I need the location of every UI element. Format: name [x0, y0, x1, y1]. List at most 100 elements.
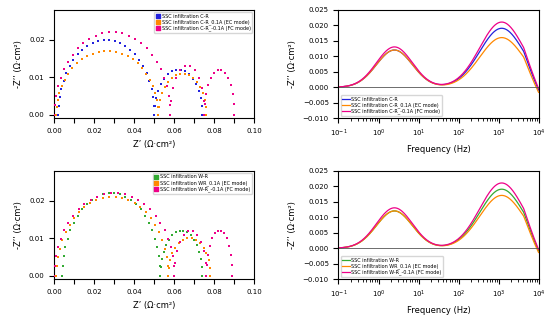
Point — [171, 260, 180, 265]
Point — [230, 112, 239, 117]
Point — [184, 72, 193, 77]
X-axis label: Frequency (Hz): Frequency (Hz) — [407, 306, 471, 315]
Point — [202, 104, 211, 109]
Point — [145, 220, 153, 225]
Point — [116, 40, 125, 45]
Point — [146, 216, 155, 221]
Point — [206, 265, 214, 270]
Point — [118, 31, 127, 36]
Point — [54, 112, 63, 117]
Point — [210, 70, 219, 75]
Point — [55, 246, 64, 251]
Point — [193, 79, 201, 84]
Point — [164, 93, 173, 98]
Point — [196, 240, 205, 246]
Point — [159, 76, 168, 81]
Point — [74, 207, 83, 212]
Point — [159, 249, 168, 255]
Point — [62, 71, 71, 76]
Point — [50, 273, 59, 278]
Point — [156, 263, 164, 268]
Point — [164, 237, 173, 242]
Point — [193, 232, 201, 237]
Point — [94, 38, 102, 43]
Point — [112, 30, 120, 35]
X-axis label: Frequency (Hz): Frequency (Hz) — [407, 145, 471, 154]
Point — [142, 71, 151, 76]
Point — [197, 104, 206, 109]
Point — [222, 236, 231, 241]
Point — [52, 264, 61, 269]
Point — [89, 51, 97, 56]
Point — [58, 273, 67, 278]
Point — [83, 54, 91, 59]
Point — [202, 262, 211, 267]
Point — [150, 112, 159, 117]
Point — [104, 191, 113, 196]
Y-axis label: -Z’’ (Ω·cm²): -Z’’ (Ω·cm²) — [14, 40, 23, 88]
Point — [78, 207, 86, 212]
Point — [196, 84, 205, 89]
Point — [58, 238, 67, 243]
Point — [98, 192, 107, 197]
Point — [202, 91, 211, 96]
Point — [143, 46, 151, 51]
Point — [98, 31, 107, 36]
Legend: SSC infiltration W-R, SSC infiltration WR_0.1A (EC mode), SSC infiltration W-R_-: SSC infiltration W-R, SSC infiltration W… — [152, 173, 252, 194]
Point — [163, 72, 172, 77]
Point — [92, 197, 101, 203]
Point — [121, 43, 130, 48]
Point — [150, 112, 159, 117]
Point — [112, 194, 120, 199]
Point — [118, 195, 127, 201]
Point — [138, 66, 147, 71]
Point — [168, 251, 177, 256]
Point — [172, 67, 181, 72]
Point — [171, 72, 180, 77]
Point — [198, 273, 207, 278]
Point — [70, 220, 78, 225]
Point — [98, 195, 107, 201]
Point — [158, 257, 166, 262]
Point — [134, 197, 143, 202]
Point — [200, 112, 209, 117]
Point — [151, 213, 160, 218]
Point — [151, 236, 159, 241]
Point — [145, 78, 153, 83]
Point — [171, 245, 180, 250]
Point — [160, 228, 169, 233]
Point — [152, 59, 161, 64]
Y-axis label: -Z’’ (Ω·cm²): -Z’’ (Ω·cm²) — [288, 201, 297, 249]
Point — [105, 37, 114, 42]
Point — [94, 49, 103, 54]
Point — [199, 90, 207, 95]
Point — [52, 105, 61, 110]
Point — [201, 101, 209, 106]
Point — [79, 41, 88, 46]
Point — [157, 67, 165, 72]
Y-axis label: -Z’’ (Ω·cm²): -Z’’ (Ω·cm²) — [14, 201, 23, 249]
Point — [149, 95, 158, 100]
Point — [53, 84, 62, 89]
Point — [178, 237, 187, 242]
Point — [158, 238, 167, 243]
Point — [154, 112, 163, 117]
Point — [133, 61, 142, 66]
Point — [158, 90, 166, 95]
Point — [160, 75, 169, 80]
Point — [83, 202, 91, 207]
Point — [180, 232, 188, 237]
Y-axis label: -Z’’ (Ω·cm²): -Z’’ (Ω·cm²) — [288, 40, 297, 88]
Point — [164, 273, 173, 278]
Point — [106, 48, 115, 54]
Point — [114, 191, 122, 196]
Point — [202, 112, 211, 117]
Point — [168, 75, 176, 80]
Point — [70, 216, 78, 221]
Point — [181, 64, 189, 69]
Point — [188, 229, 197, 234]
Point — [73, 52, 82, 57]
Point — [194, 75, 203, 80]
Point — [154, 104, 163, 109]
Point — [175, 240, 183, 246]
